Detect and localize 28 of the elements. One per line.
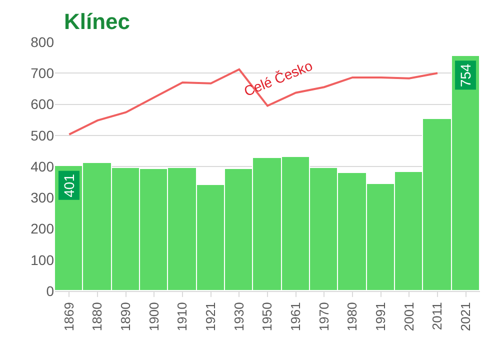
x-tick-label: 1880 [90,302,105,332]
x-tick-label: 1950 [260,302,275,332]
x-tick-label: 1900 [146,302,162,332]
text: Celé Česko [242,57,315,100]
x-tick-label: 1980 [344,302,360,332]
x-tick-label: 1869 [61,302,76,332]
x-tick-label: 1890 [118,302,134,332]
data-label: 754 [458,64,474,88]
x-tick-label: 1970 [316,302,332,332]
x-tick-label: 1930 [231,302,246,332]
y-tick-label: 700 [30,65,54,82]
y-tick-label: 100 [30,252,54,268]
y-tick-label: 600 [30,96,54,112]
y-tick-label: 200 [30,220,54,237]
x-tick-label: 1991 [373,302,388,332]
x-tick-label: 2021 [458,302,474,332]
x-tick-label: 2001 [401,302,416,332]
data-label: 401 [60,174,77,198]
x-tick-label: 1910 [174,302,190,332]
y-tick-label: 400 [30,158,54,174]
y-tick-label: 0 [46,282,54,299]
y-tick-label: 500 [30,127,54,144]
x-tick-label: 1961 [288,302,304,332]
chart-title: Klínec [64,9,130,34]
x-tick-label: 2011 [430,302,445,330]
y-tick-label: 300 [30,190,54,206]
y-tick-label: 800 [30,34,54,50]
x-tick-label: 1921 [203,302,218,332]
